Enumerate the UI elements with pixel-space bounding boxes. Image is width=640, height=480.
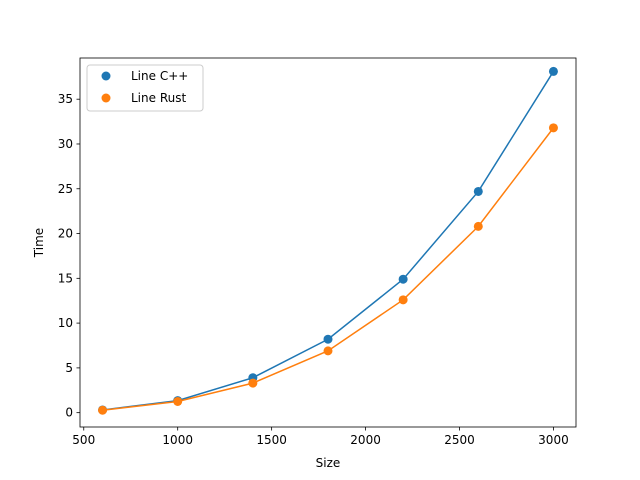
x-tick-label: 500 [72, 433, 95, 447]
data-point [548, 123, 558, 133]
legend-marker-rust [101, 93, 111, 103]
data-point [398, 295, 408, 305]
data-point [398, 274, 408, 284]
series-1 [98, 123, 558, 415]
y-tick-label: 10 [58, 316, 73, 330]
x-tick-label: 2500 [444, 433, 475, 447]
y-tick-label: 0 [65, 406, 73, 420]
data-point [173, 396, 183, 406]
legend-box [86, 64, 204, 112]
legend-marker-cpp [101, 71, 111, 81]
series-layer [98, 66, 558, 415]
y-tick-label: 25 [58, 182, 73, 196]
data-point [323, 346, 333, 356]
legend-label-cpp: Line C++ [131, 69, 188, 83]
data-point [548, 66, 558, 76]
data-point [98, 405, 108, 415]
x-tick-label: 2000 [350, 433, 381, 447]
axes-frame [79, 57, 577, 428]
y-tick-label: 5 [65, 361, 73, 375]
y-tick-label: 30 [58, 137, 73, 151]
x-axis-ticks: 500 1000 1500 2000 2500 3000 [72, 427, 569, 447]
y-tick-label: 35 [58, 92, 73, 106]
y-axis-ticks: 0 5 10 15 20 25 30 35 [58, 92, 80, 420]
y-tick-label: 15 [58, 271, 73, 285]
x-tick-label: 1500 [256, 433, 287, 447]
y-tick-label: 20 [58, 227, 73, 241]
x-tick-label: 1000 [162, 433, 193, 447]
legend-label-rust: Line Rust [131, 91, 186, 105]
data-point [248, 378, 258, 388]
data-point [323, 334, 333, 344]
x-tick-label: 3000 [538, 433, 569, 447]
data-point [473, 221, 483, 231]
data-point [473, 186, 483, 196]
legend: Line C++ Line Rust [86, 64, 204, 112]
y-axis-label: Time [32, 228, 46, 258]
x-axis-label: Size [316, 456, 341, 470]
